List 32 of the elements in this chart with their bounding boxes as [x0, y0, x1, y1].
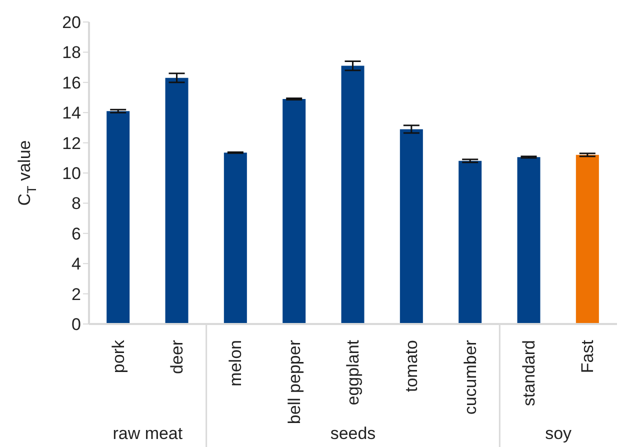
- y-tick-label: 10: [62, 164, 81, 184]
- x-tick-label: eggplant: [344, 340, 362, 406]
- bar: [517, 157, 540, 324]
- bar: [341, 66, 364, 324]
- y-tick-label: 12: [62, 134, 81, 153]
- bar: [224, 152, 247, 324]
- x-tick-label: standard: [520, 340, 538, 406]
- bar: [400, 129, 423, 324]
- y-tick-label: 4: [72, 254, 81, 274]
- bar: [165, 78, 188, 324]
- x-tick-label: tomato: [402, 340, 422, 392]
- bar: [576, 154, 599, 324]
- x-tick-label: pork: [108, 340, 128, 374]
- x-tick-label: Fast: [578, 340, 598, 374]
- bar: [458, 160, 482, 324]
- y-tick-label: 18: [62, 43, 81, 62]
- y-tick-label: 20: [62, 13, 81, 32]
- y-tick-label: 8: [72, 194, 81, 214]
- bar: [282, 99, 306, 324]
- text: raw meat: [112, 424, 183, 443]
- y-tick-label: 16: [62, 73, 81, 92]
- y-tick-label: 2: [72, 284, 81, 304]
- x-tick-label: melon: [226, 340, 246, 386]
- text: soy: [545, 424, 572, 443]
- y-tick-label: 6: [72, 224, 81, 244]
- x-tick-label: bell pepper: [284, 340, 304, 424]
- bar: [106, 111, 130, 324]
- text: seeds: [330, 424, 376, 443]
- x-tick-label: cucumber: [460, 340, 480, 415]
- x-tick-label: deer: [168, 340, 186, 374]
- y-tick-label: 14: [62, 104, 81, 123]
- y-tick-label: 0: [72, 315, 81, 334]
